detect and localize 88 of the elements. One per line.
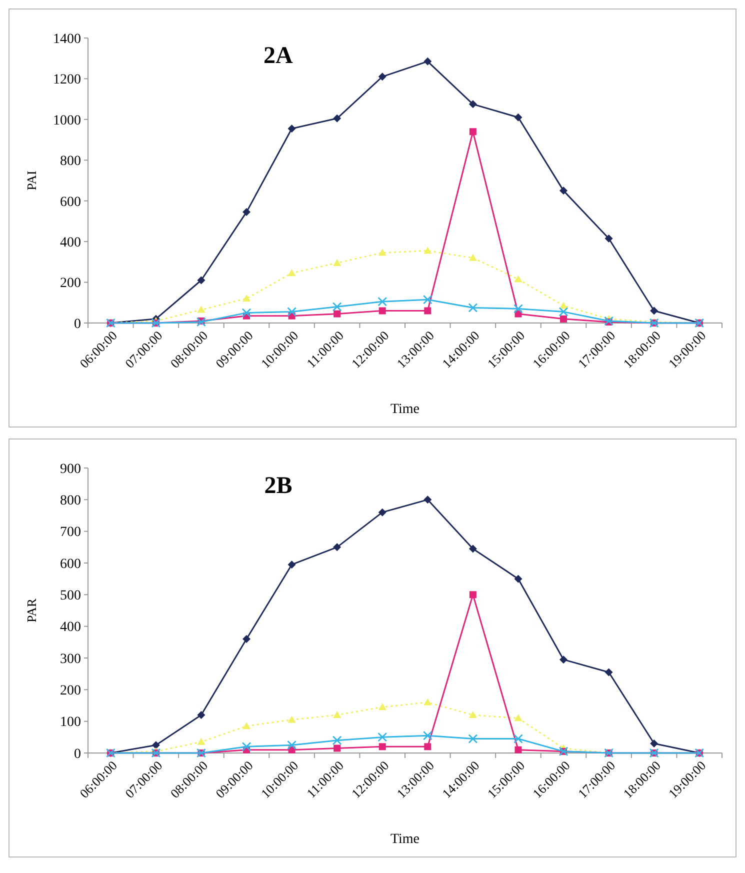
point (334, 744, 341, 752)
y-axis-title: PAI (24, 170, 39, 190)
point (242, 308, 251, 318)
point (514, 734, 523, 744)
point (333, 543, 342, 552)
point (378, 297, 387, 306)
y-tick-label: 200 (60, 684, 81, 699)
y-tick-label: 100 (60, 715, 81, 730)
y-axis-title: PAR (24, 598, 39, 623)
point (468, 254, 477, 261)
point (604, 668, 613, 676)
point (424, 57, 432, 66)
y-tick-label: 200 (60, 276, 81, 292)
point (287, 307, 296, 316)
point (468, 100, 477, 108)
y-tick-label: 1200 (53, 72, 81, 88)
point (469, 128, 476, 136)
chart-title: 2B (264, 473, 292, 499)
x-axis-title: Time (390, 402, 420, 417)
y-tick-label: 0 (74, 316, 81, 332)
point (332, 302, 342, 312)
point (424, 698, 432, 706)
point (378, 732, 387, 742)
point (242, 208, 250, 216)
point (197, 276, 206, 284)
point (288, 560, 296, 569)
y-tick-label: 600 (60, 556, 81, 572)
point (424, 246, 432, 254)
point (424, 496, 432, 504)
point (288, 716, 296, 723)
point (604, 234, 613, 243)
point (514, 746, 522, 754)
point (378, 248, 386, 256)
point (333, 258, 342, 266)
point (197, 738, 206, 745)
point (378, 508, 386, 516)
point (468, 711, 477, 718)
point (197, 711, 206, 719)
point (560, 315, 567, 322)
point (378, 743, 386, 750)
point (559, 307, 568, 316)
point (333, 114, 342, 122)
y-tick-label: 300 (60, 652, 81, 667)
y-tick-label: 400 (60, 235, 81, 250)
point (378, 703, 386, 710)
y-tick-label: 400 (60, 620, 81, 636)
point (560, 656, 568, 664)
y-tick-label: 900 (60, 462, 81, 477)
point (332, 736, 342, 745)
point (560, 186, 568, 195)
point (242, 294, 250, 302)
point (468, 544, 477, 553)
point (288, 269, 296, 276)
point (333, 711, 342, 718)
point (514, 304, 523, 314)
point (514, 574, 522, 583)
point (424, 743, 432, 750)
point (242, 742, 251, 752)
point (468, 734, 478, 744)
point (378, 307, 386, 314)
point (378, 72, 386, 81)
y-tick-label: 500 (60, 588, 81, 604)
point (650, 740, 658, 748)
point (514, 714, 522, 722)
y-tick-label: 1000 (53, 113, 81, 128)
y-tick-label: 800 (60, 494, 81, 509)
point (197, 306, 206, 313)
point (242, 722, 250, 730)
point (423, 295, 432, 304)
y-tick-label: 600 (60, 194, 81, 210)
point (334, 310, 341, 318)
point (424, 307, 432, 314)
point (242, 635, 250, 643)
y-tick-label: 700 (60, 525, 81, 540)
point (650, 306, 658, 315)
y-tick-label: 0 (74, 746, 81, 762)
chart-title: 2A (264, 43, 294, 69)
point (469, 591, 476, 598)
point (423, 731, 432, 740)
x-axis-title: Time (390, 832, 420, 847)
point (514, 113, 522, 122)
point (514, 275, 522, 282)
point (468, 303, 478, 312)
point (288, 124, 296, 133)
point (152, 741, 160, 750)
y-tick-label: 1400 (53, 32, 81, 47)
point (287, 740, 296, 750)
y-tick-label: 800 (60, 154, 81, 170)
